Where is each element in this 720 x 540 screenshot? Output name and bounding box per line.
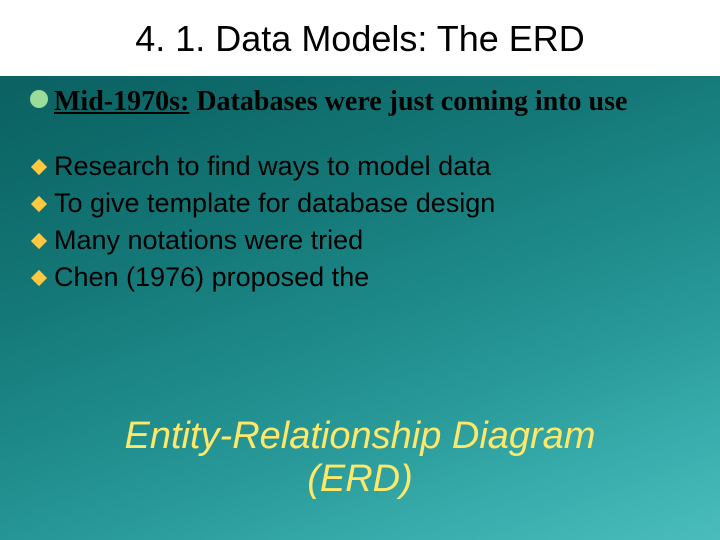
title-band: 4. 1. Data Models: The ERD bbox=[0, 0, 720, 76]
subtitle-text: Mid-1970s: Databases were just coming in… bbox=[54, 84, 627, 119]
list-item: To give template for database design bbox=[30, 186, 690, 221]
subtitle-row: Mid-1970s: Databases were just coming in… bbox=[0, 76, 720, 119]
slide: 4. 1. Data Models: The ERD Mid-1970s: Da… bbox=[0, 0, 720, 540]
diamond-bullet-icon bbox=[30, 195, 48, 213]
footer-heading: Entity-Relationship Diagram (ERD) bbox=[0, 415, 720, 502]
slide-title: 4. 1. Data Models: The ERD bbox=[40, 18, 680, 60]
list-item-text: To give template for database design bbox=[54, 186, 495, 221]
diamond-bullet-icon bbox=[30, 269, 48, 287]
diamond-bullet-icon bbox=[30, 232, 48, 250]
list-item-text: Chen (1976) proposed the bbox=[54, 260, 369, 295]
list-item-text: Many notations were tried bbox=[54, 223, 363, 258]
footer-line1: Entity-Relationship Diagram bbox=[0, 415, 720, 459]
footer-line2: (ERD) bbox=[0, 458, 720, 502]
list-item: Many notations were tried bbox=[30, 223, 690, 258]
body-list: Research to find ways to model data To g… bbox=[0, 119, 720, 295]
diamond-bullet-icon bbox=[30, 158, 48, 176]
list-item: Chen (1976) proposed the bbox=[30, 260, 690, 295]
subtitle-rest: Databases were just coming into use bbox=[189, 86, 627, 117]
subtitle-lead: Mid-1970s: bbox=[54, 86, 189, 117]
list-item: Research to find ways to model data bbox=[30, 149, 690, 184]
circle-bullet-icon bbox=[30, 90, 48, 108]
list-item-text: Research to find ways to model data bbox=[54, 149, 491, 184]
